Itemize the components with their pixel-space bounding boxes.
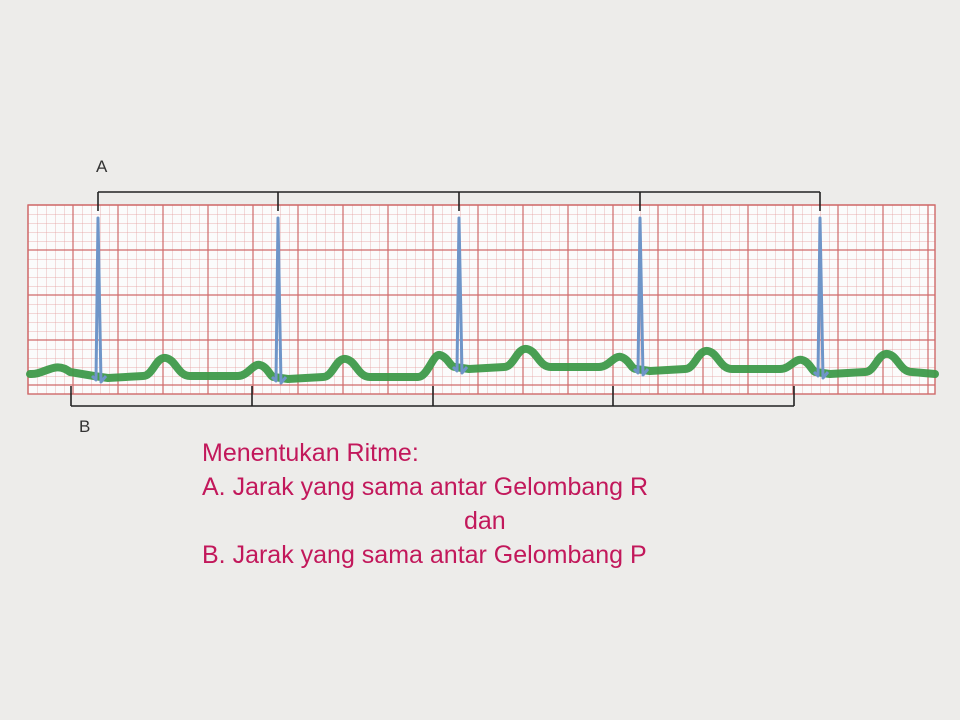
qrs-spike-5: [812, 216, 830, 380]
caption-item-b: B. Jarak yang sama antar Gelombang P: [202, 541, 647, 569]
ecg-minor-grid: [28, 205, 935, 394]
qrs-spike-2: [270, 216, 288, 385]
r-interval-brackets: [97, 191, 821, 211]
r-marker-label: A: [96, 157, 108, 176]
caption-heading: Menentukan Ritme:: [202, 439, 419, 467]
ecg-paper-border: [27, 204, 936, 395]
qrs-spike-3: [451, 216, 469, 375]
ecg-trace: [26, 345, 939, 383]
caption-item-a: A. Jarak yang sama antar Gelombang R: [202, 473, 649, 501]
qrs-spike-4: [632, 216, 650, 377]
ecg-paper-grid: [27, 204, 936, 395]
p-marker-label: B: [79, 417, 90, 436]
caption-connector: dan: [464, 507, 506, 535]
rhythm-caption: Menentukan Ritme: A. Jarak yang sama ant…: [202, 436, 762, 572]
qrs-spike-1: [90, 216, 108, 384]
qrs-spikes: [90, 216, 830, 385]
p-interval-brackets: [70, 386, 795, 407]
